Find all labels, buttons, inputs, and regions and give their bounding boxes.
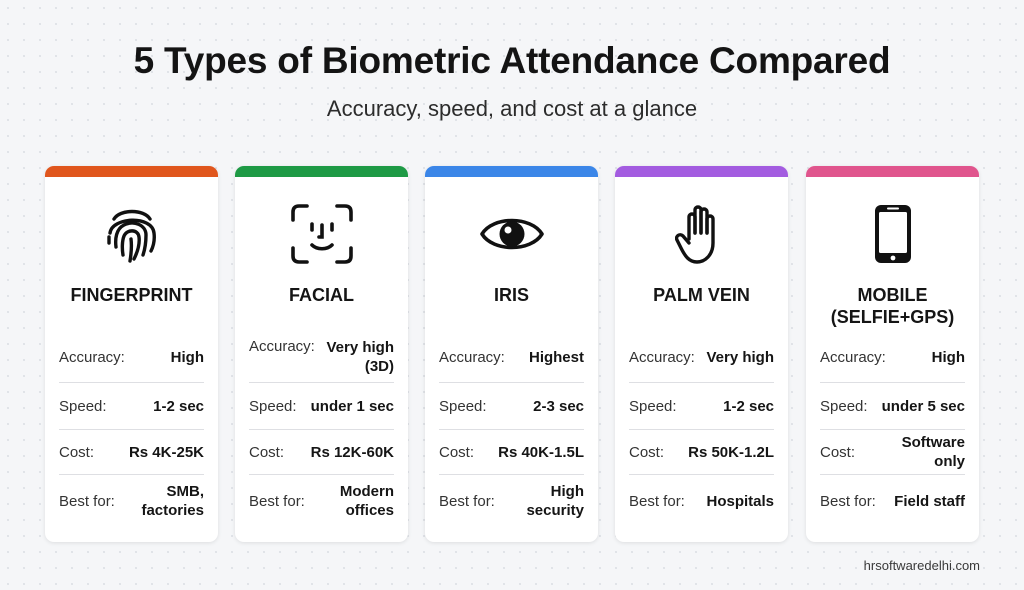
cost-label: Cost: bbox=[820, 443, 856, 461]
speed-row: Speed: 1-2 sec bbox=[629, 383, 774, 429]
divider bbox=[820, 429, 965, 430]
speed-label: Speed: bbox=[629, 397, 677, 415]
best-for-row: Best for: SMB, factories bbox=[59, 475, 204, 527]
divider bbox=[629, 382, 774, 383]
accuracy-label: Accuracy: bbox=[820, 348, 886, 366]
divider bbox=[249, 382, 394, 383]
best-for-value: Hospitals bbox=[706, 492, 774, 510]
accent-bar bbox=[425, 166, 598, 177]
speed-value: under 1 sec bbox=[310, 397, 394, 415]
card-facial: FACIAL Accuracy: Very high (3D) Speed: u… bbox=[235, 166, 408, 542]
speed-row: Speed: 1-2 sec bbox=[59, 383, 204, 429]
speed-value: 2-3 sec bbox=[533, 397, 584, 415]
best-for-row: Best for: Hospitals bbox=[629, 475, 774, 527]
speed-row: Speed: 2-3 sec bbox=[439, 383, 584, 429]
card-title: MOBILE (SELFIE+GPS) bbox=[830, 285, 955, 327]
card-mobile: MOBILE (SELFIE+GPS) Accuracy: High Speed… bbox=[806, 166, 979, 542]
cost-value: Rs 40K-1.5L bbox=[498, 443, 584, 461]
face-scan-icon bbox=[235, 200, 408, 268]
divider bbox=[820, 474, 965, 475]
cost-row: Cost: Rs 50K-1.2L bbox=[629, 430, 774, 474]
card-title: IRIS bbox=[493, 285, 529, 305]
card-fingerprint: FINGERPRINT Accuracy: High Speed: 1-2 se… bbox=[45, 166, 218, 542]
card-title: FACIAL bbox=[289, 285, 354, 305]
divider bbox=[820, 382, 965, 383]
cost-value: Rs 4K-25K bbox=[128, 443, 204, 461]
site-watermark: hrsoftwaredelhi.com bbox=[863, 558, 980, 573]
accuracy-row: Accuracy: High bbox=[59, 332, 204, 382]
comparison-cards: FINGERPRINT Accuracy: High Speed: 1-2 se… bbox=[45, 166, 980, 542]
page-subtitle: Accuracy, speed, and cost at a glance bbox=[326, 96, 698, 121]
accuracy-row: Accuracy: Very high (3D) bbox=[249, 332, 394, 382]
accent-bar bbox=[235, 166, 408, 177]
accuracy-label: Accuracy: bbox=[439, 348, 505, 366]
speed-value: 1-2 sec bbox=[723, 397, 774, 415]
cost-value: Rs 12K-60K bbox=[310, 443, 394, 461]
palm-icon bbox=[615, 200, 788, 268]
speed-row: Speed: under 1 sec bbox=[249, 383, 394, 429]
divider bbox=[249, 429, 394, 430]
accuracy-row: Accuracy: High bbox=[820, 332, 965, 382]
page-title: 5 Types of Biometric Attendance Compared bbox=[133, 40, 891, 81]
card-iris: IRIS Accuracy: Highest Speed: 2-3 sec Co… bbox=[425, 166, 598, 542]
cost-value: Rs 50K-1.2L bbox=[688, 443, 774, 461]
best-for-value: Field staff bbox=[894, 492, 965, 510]
accuracy-value: High bbox=[170, 348, 204, 366]
accuracy-value: Very high (3D) bbox=[326, 339, 394, 375]
card-title: PALM VEIN bbox=[653, 285, 750, 305]
accent-bar bbox=[806, 166, 979, 177]
divider bbox=[439, 429, 584, 430]
speed-label: Speed: bbox=[59, 397, 107, 415]
best-for-row: Best for: Modern offices bbox=[249, 475, 394, 527]
accuracy-row: Accuracy: Highest bbox=[439, 332, 584, 382]
card-palm-vein: PALM VEIN Accuracy: Very high Speed: 1-2… bbox=[615, 166, 788, 542]
accuracy-value: Very high bbox=[706, 348, 774, 366]
speed-label: Speed: bbox=[820, 397, 868, 415]
divider bbox=[629, 474, 774, 475]
best-for-row: Best for: High security bbox=[439, 475, 584, 527]
divider bbox=[249, 474, 394, 475]
accuracy-row: Accuracy: Very high bbox=[629, 332, 774, 382]
accent-bar bbox=[615, 166, 788, 177]
accuracy-label: Accuracy: bbox=[629, 348, 695, 366]
best-for-label: Best for: bbox=[820, 492, 876, 510]
divider bbox=[59, 382, 204, 383]
fingerprint-icon bbox=[45, 200, 218, 268]
cost-row: Cost: Rs 40K-1.5L bbox=[439, 430, 584, 474]
cost-label: Cost: bbox=[629, 443, 665, 461]
speed-row: Speed: under 5 sec bbox=[820, 383, 965, 429]
speed-value: under 5 sec bbox=[881, 397, 965, 415]
best-for-label: Best for: bbox=[439, 492, 495, 510]
speed-value: 1-2 sec bbox=[153, 397, 204, 415]
cost-label: Cost: bbox=[59, 443, 95, 461]
divider bbox=[59, 474, 204, 475]
divider bbox=[439, 382, 584, 383]
best-for-row: Best for: Field staff bbox=[820, 475, 965, 527]
cost-row: Cost: Rs 12K-60K bbox=[249, 430, 394, 474]
best-for-value: High security bbox=[526, 483, 584, 519]
best-for-value: SMB, factories bbox=[141, 483, 204, 519]
best-for-label: Best for: bbox=[59, 492, 115, 510]
cost-label: Cost: bbox=[249, 443, 285, 461]
best-for-value: Modern offices bbox=[339, 483, 394, 519]
cost-label: Cost: bbox=[439, 443, 475, 461]
cost-row: Cost: Software only bbox=[820, 430, 965, 474]
eye-icon bbox=[425, 200, 598, 268]
divider bbox=[439, 474, 584, 475]
speed-label: Speed: bbox=[439, 397, 487, 415]
divider bbox=[629, 429, 774, 430]
best-for-label: Best for: bbox=[249, 492, 305, 510]
best-for-label: Best for: bbox=[629, 492, 685, 510]
accuracy-value: Highest bbox=[528, 348, 584, 366]
card-title: FINGERPRINT bbox=[70, 285, 193, 305]
accuracy-label: Accuracy: bbox=[249, 338, 315, 355]
accent-bar bbox=[45, 166, 218, 177]
cost-row: Cost: Rs 4K-25K bbox=[59, 430, 204, 474]
cost-value: Software only bbox=[901, 434, 965, 470]
accuracy-label: Accuracy: bbox=[59, 348, 125, 366]
speed-label: Speed: bbox=[249, 397, 297, 415]
divider bbox=[59, 429, 204, 430]
mobile-phone-icon bbox=[806, 200, 979, 268]
accuracy-value: High bbox=[931, 348, 965, 366]
